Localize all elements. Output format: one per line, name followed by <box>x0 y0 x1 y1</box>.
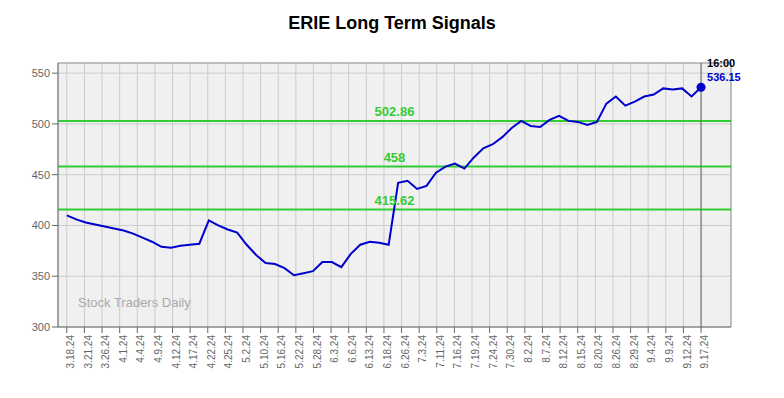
svg-text:4.17.24: 4.17.24 <box>188 335 199 369</box>
svg-text:5.16.24: 5.16.24 <box>276 335 287 369</box>
svg-text:8.7.24: 8.7.24 <box>541 335 552 363</box>
svg-text:4.12.24: 4.12.24 <box>171 335 182 369</box>
svg-text:450: 450 <box>32 169 50 181</box>
svg-text:9.17.24: 9.17.24 <box>699 335 710 369</box>
svg-text:3.26.24: 3.26.24 <box>100 335 111 369</box>
svg-text:6.18.24: 6.18.24 <box>382 335 393 369</box>
svg-text:8.26.24: 8.26.24 <box>611 335 622 369</box>
svg-text:415.62: 415.62 <box>375 193 415 208</box>
svg-text:350: 350 <box>32 270 50 282</box>
svg-text:550: 550 <box>32 67 50 79</box>
svg-text:8.29.24: 8.29.24 <box>629 335 640 369</box>
svg-text:9.9.24: 9.9.24 <box>664 335 675 363</box>
svg-text:8.2.24: 8.2.24 <box>523 335 534 363</box>
svg-text:6.6.24: 6.6.24 <box>347 335 358 363</box>
svg-text:400: 400 <box>32 219 50 231</box>
svg-text:7.11.24: 7.11.24 <box>435 335 446 368</box>
svg-text:4.22.24: 4.22.24 <box>206 335 217 369</box>
svg-text:7.3.24: 7.3.24 <box>417 335 428 363</box>
svg-text:458: 458 <box>384 150 406 165</box>
svg-text:7.24.24: 7.24.24 <box>488 335 499 369</box>
svg-text:4.9.24: 4.9.24 <box>153 335 164 363</box>
svg-text:500: 500 <box>32 118 50 130</box>
svg-text:16:00: 16:00 <box>707 57 735 69</box>
svg-text:8.12.24: 8.12.24 <box>558 335 569 369</box>
svg-text:7.19.24: 7.19.24 <box>470 335 481 369</box>
svg-text:3.18.24: 3.18.24 <box>65 335 76 369</box>
svg-text:6.3.24: 6.3.24 <box>329 335 340 363</box>
svg-text:5.22.24: 5.22.24 <box>294 335 305 369</box>
svg-text:7.16.24: 7.16.24 <box>453 335 464 369</box>
svg-text:4.25.24: 4.25.24 <box>223 335 234 369</box>
svg-text:8.20.24: 8.20.24 <box>593 335 604 369</box>
svg-text:5.28.24: 5.28.24 <box>312 335 323 369</box>
svg-text:8.15.24: 8.15.24 <box>576 335 587 369</box>
svg-text:4.4.24: 4.4.24 <box>135 335 146 363</box>
svg-text:Stock Traders Daily: Stock Traders Daily <box>78 295 191 310</box>
svg-text:7.30.24: 7.30.24 <box>505 335 516 369</box>
svg-text:5.10.24: 5.10.24 <box>259 335 270 369</box>
svg-text:536.15: 536.15 <box>707 71 741 83</box>
svg-text:6.13.24: 6.13.24 <box>364 335 375 369</box>
svg-text:5.2.24: 5.2.24 <box>241 335 252 363</box>
svg-text:6.26.24: 6.26.24 <box>400 335 411 369</box>
svg-text:9.4.24: 9.4.24 <box>646 335 657 363</box>
svg-text:9.12.24: 9.12.24 <box>682 335 693 369</box>
html-text:ERIE Long Term Signals: ERIE Long Term Signals <box>288 13 496 33</box>
svg-text:300: 300 <box>32 321 50 333</box>
svg-text:4.1.24: 4.1.24 <box>118 335 129 363</box>
svg-text:502.86: 502.86 <box>375 104 415 119</box>
svg-text:3.21.24: 3.21.24 <box>83 335 94 369</box>
